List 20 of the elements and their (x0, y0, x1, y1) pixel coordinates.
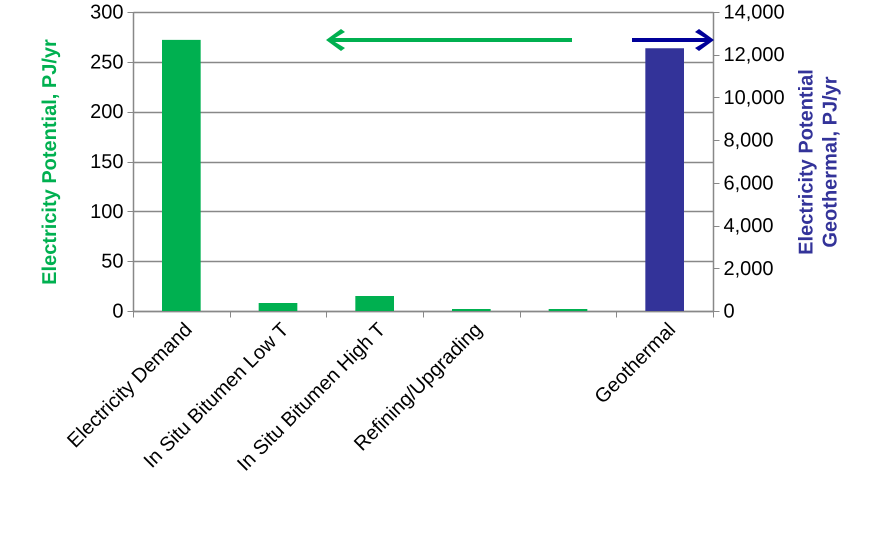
y-tick-label: 200 (90, 101, 124, 124)
bar (258, 303, 298, 311)
y-axis-title: Electricity Potential, PJ/yr (39, 38, 62, 285)
y2-tick-label: 0 (724, 300, 735, 322)
y2-tick-label: 8,000 (724, 130, 774, 152)
y-tick-label: 50 (101, 250, 124, 273)
y2-tick-label: 10,000 (724, 86, 785, 109)
y2-tick-label: 14,000 (724, 2, 785, 24)
y2-tick-label: 12,000 (724, 44, 785, 66)
y-tick-label: 300 (90, 2, 124, 24)
bar (162, 40, 201, 311)
y2-tick-label: 2,000 (724, 258, 774, 280)
y2-axis-title: Electricity Potential Geothermal, PJ/yr (796, 69, 842, 255)
y-tick-label: 250 (90, 51, 124, 74)
y-tick-label: 150 (90, 151, 124, 173)
y-tick-label: 100 (90, 200, 124, 223)
y2-tick-label: 4,000 (724, 215, 774, 238)
y-tick-label: 0 (112, 300, 124, 322)
bar (355, 296, 394, 311)
y2-tick-label: 6,000 (724, 172, 774, 194)
